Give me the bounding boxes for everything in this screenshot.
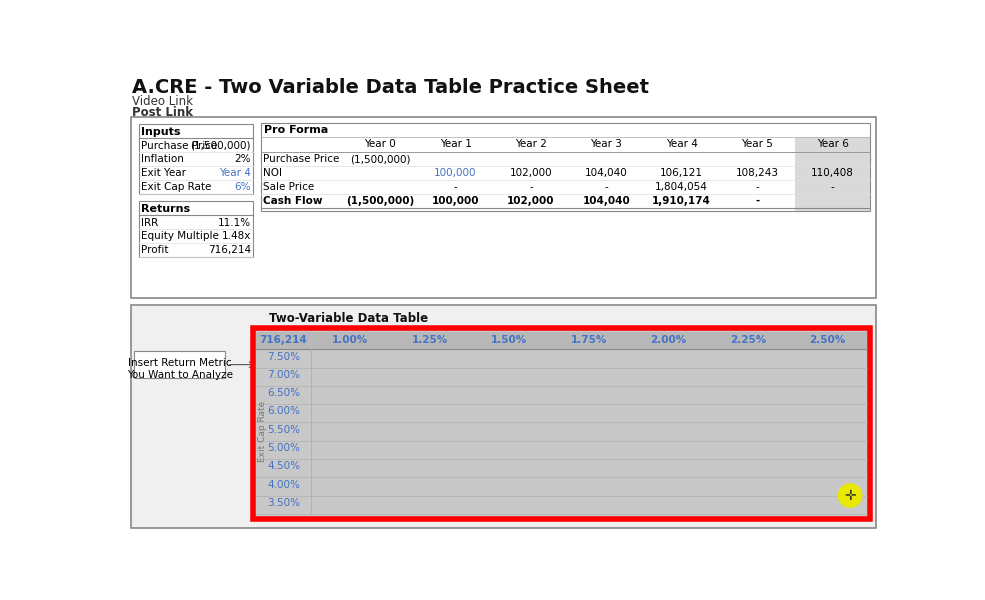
Text: Equity Multiple: Equity Multiple — [141, 232, 219, 241]
Text: 102,000: 102,000 — [509, 168, 553, 178]
Text: 2.00%: 2.00% — [650, 335, 687, 346]
Text: Sale Price: Sale Price — [263, 182, 314, 192]
Text: 5.00%: 5.00% — [267, 443, 300, 453]
Text: Two-Variable Data Table: Two-Variable Data Table — [269, 312, 427, 325]
Bar — [795, 137, 870, 211]
Text: Video Link: Video Link — [132, 95, 193, 108]
Bar — [139, 202, 253, 257]
Text: 3.50%: 3.50% — [267, 498, 300, 508]
Circle shape — [837, 483, 863, 508]
Text: 106,121: 106,121 — [660, 168, 703, 178]
Text: -: - — [454, 182, 457, 192]
Text: 716,214: 716,214 — [208, 245, 251, 255]
Text: 1.50%: 1.50% — [492, 335, 528, 346]
Text: Year 1: Year 1 — [439, 139, 472, 149]
Text: 4.50%: 4.50% — [267, 461, 300, 472]
Text: 2%: 2% — [234, 154, 251, 164]
Text: 104,040: 104,040 — [585, 168, 627, 178]
Text: 1.00%: 1.00% — [332, 335, 368, 346]
Text: Year 0: Year 0 — [364, 139, 396, 149]
Text: A.CRE - Two Variable Data Table Practice Sheet: A.CRE - Two Variable Data Table Practice… — [132, 78, 649, 97]
Text: 1,804,054: 1,804,054 — [655, 182, 708, 192]
Bar — [131, 116, 877, 298]
Text: NOI: NOI — [263, 168, 283, 178]
Text: (1,500,000): (1,500,000) — [350, 154, 411, 164]
Text: -: - — [605, 182, 608, 192]
Text: (1,500,000): (1,500,000) — [346, 196, 415, 206]
Text: Exit Cap Rate: Exit Cap Rate — [258, 401, 267, 462]
Text: 716,214: 716,214 — [260, 335, 307, 346]
Bar — [134, 351, 226, 379]
Text: -: - — [529, 182, 533, 192]
Text: 1,910,174: 1,910,174 — [652, 196, 711, 206]
Text: 7.00%: 7.00% — [267, 370, 300, 380]
Bar — [261, 123, 870, 211]
Text: 108,243: 108,243 — [736, 168, 778, 178]
Text: -: - — [755, 196, 759, 206]
Text: 6.50%: 6.50% — [267, 388, 300, 398]
Text: 100,000: 100,000 — [431, 196, 480, 206]
Text: Cash Flow: Cash Flow — [263, 196, 323, 206]
Text: -: - — [830, 182, 834, 192]
Text: 6.00%: 6.00% — [267, 406, 300, 416]
Text: Year 3: Year 3 — [590, 139, 623, 149]
Text: IRR: IRR — [141, 218, 159, 227]
Text: Insert Return Metric
You Want to Analyze: Insert Return Metric You Want to Analyze — [127, 358, 232, 380]
Text: Year 2: Year 2 — [515, 139, 547, 149]
Bar — [256, 332, 867, 349]
Text: 1.48x: 1.48x — [222, 232, 251, 241]
Text: 2.50%: 2.50% — [810, 335, 845, 346]
Text: Inputs: Inputs — [141, 127, 180, 137]
Text: Purchase Price: Purchase Price — [263, 154, 340, 164]
Text: ✛: ✛ — [844, 488, 856, 503]
Text: Exit Year: Exit Year — [141, 168, 186, 178]
Bar — [131, 305, 877, 528]
Text: Year 4: Year 4 — [666, 139, 697, 149]
Text: Year 5: Year 5 — [741, 139, 773, 149]
Text: Year 4: Year 4 — [219, 168, 251, 178]
Text: Returns: Returns — [141, 203, 190, 214]
Text: Purchase Price: Purchase Price — [141, 140, 218, 151]
Text: -: - — [755, 182, 759, 192]
Text: 4.00%: 4.00% — [267, 479, 300, 490]
Text: 11.1%: 11.1% — [218, 218, 251, 227]
Text: 2.25%: 2.25% — [730, 335, 766, 346]
Text: 110,408: 110,408 — [811, 168, 854, 178]
Text: Pro Forma: Pro Forma — [264, 125, 328, 135]
Text: Post Link: Post Link — [132, 106, 193, 119]
Text: 6%: 6% — [234, 182, 251, 192]
Text: Exit Cap Rate: Exit Cap Rate — [141, 182, 212, 192]
Text: 1.75%: 1.75% — [570, 335, 607, 346]
Text: 104,040: 104,040 — [582, 196, 630, 206]
Text: 7.50%: 7.50% — [267, 352, 300, 362]
Text: (1,500,000): (1,500,000) — [190, 140, 251, 151]
Text: Profit: Profit — [141, 245, 168, 255]
Text: 100,000: 100,000 — [434, 168, 477, 178]
Bar — [253, 328, 870, 518]
Text: Inflation: Inflation — [141, 154, 184, 164]
Text: 5.50%: 5.50% — [267, 425, 300, 435]
Text: Year 6: Year 6 — [817, 139, 848, 149]
Text: 1.25%: 1.25% — [412, 335, 448, 346]
Bar — [139, 124, 253, 194]
Text: 102,000: 102,000 — [507, 196, 555, 206]
